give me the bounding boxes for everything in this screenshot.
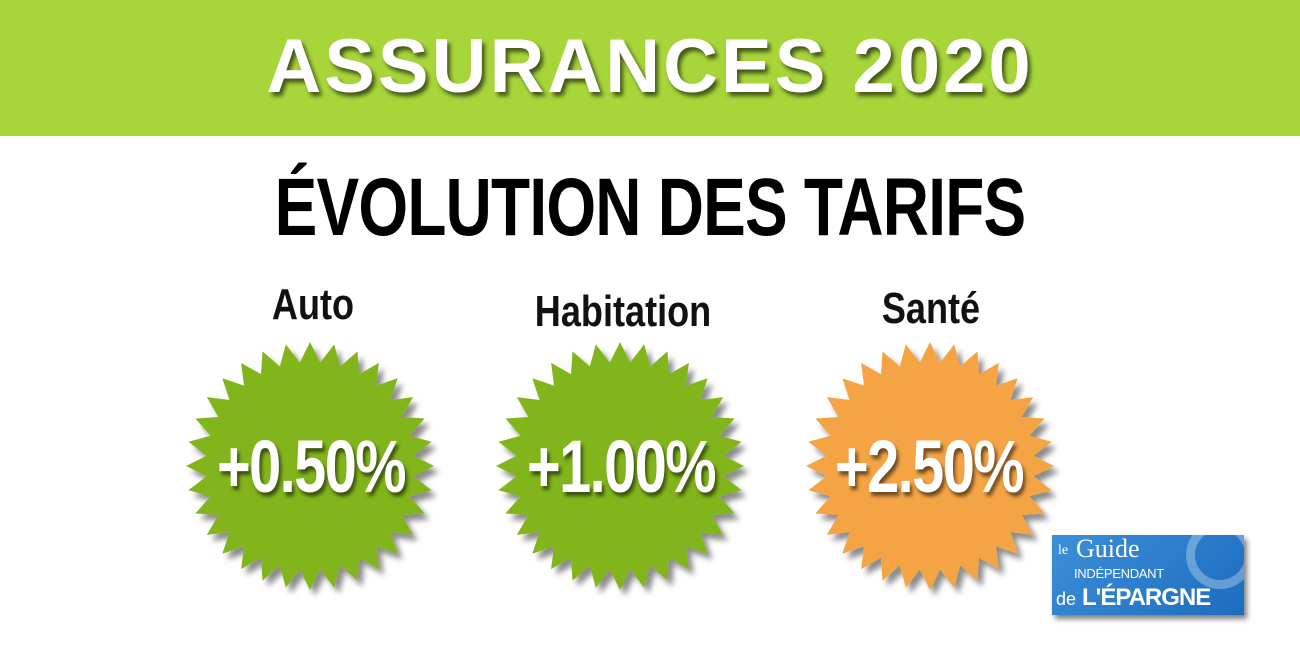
- logo-ring-icon: [1186, 535, 1244, 589]
- logo-text: L'ÉPARGNE: [1082, 584, 1211, 611]
- label-auto: Auto: [271, 280, 355, 329]
- label-sante: Santé: [881, 284, 981, 333]
- starburst-habitation: [496, 342, 744, 590]
- value-habitation: +1.00%: [526, 425, 717, 508]
- logo-text: le: [1058, 543, 1069, 558]
- value-auto: +0.50%: [216, 425, 407, 508]
- logo-text: de: [1056, 589, 1077, 609]
- logo-text: Guide: [1076, 535, 1140, 563]
- header-banner: ASSURANCES 2020: [0, 0, 1300, 136]
- label-habitation: Habitation: [534, 287, 712, 336]
- subtitle: ÉVOLUTION DES TARIFS: [274, 162, 1027, 253]
- guide-epargne-logo: le Guide INDÉPENDANT de L'ÉPARGNE: [1052, 535, 1244, 615]
- page-title: ASSURANCES 2020: [266, 24, 1034, 109]
- value-sante: +2.50%: [834, 425, 1025, 508]
- logo-text: INDÉPENDANT: [1074, 566, 1164, 581]
- starburst-sante: [806, 342, 1054, 590]
- starburst-auto: [186, 342, 434, 590]
